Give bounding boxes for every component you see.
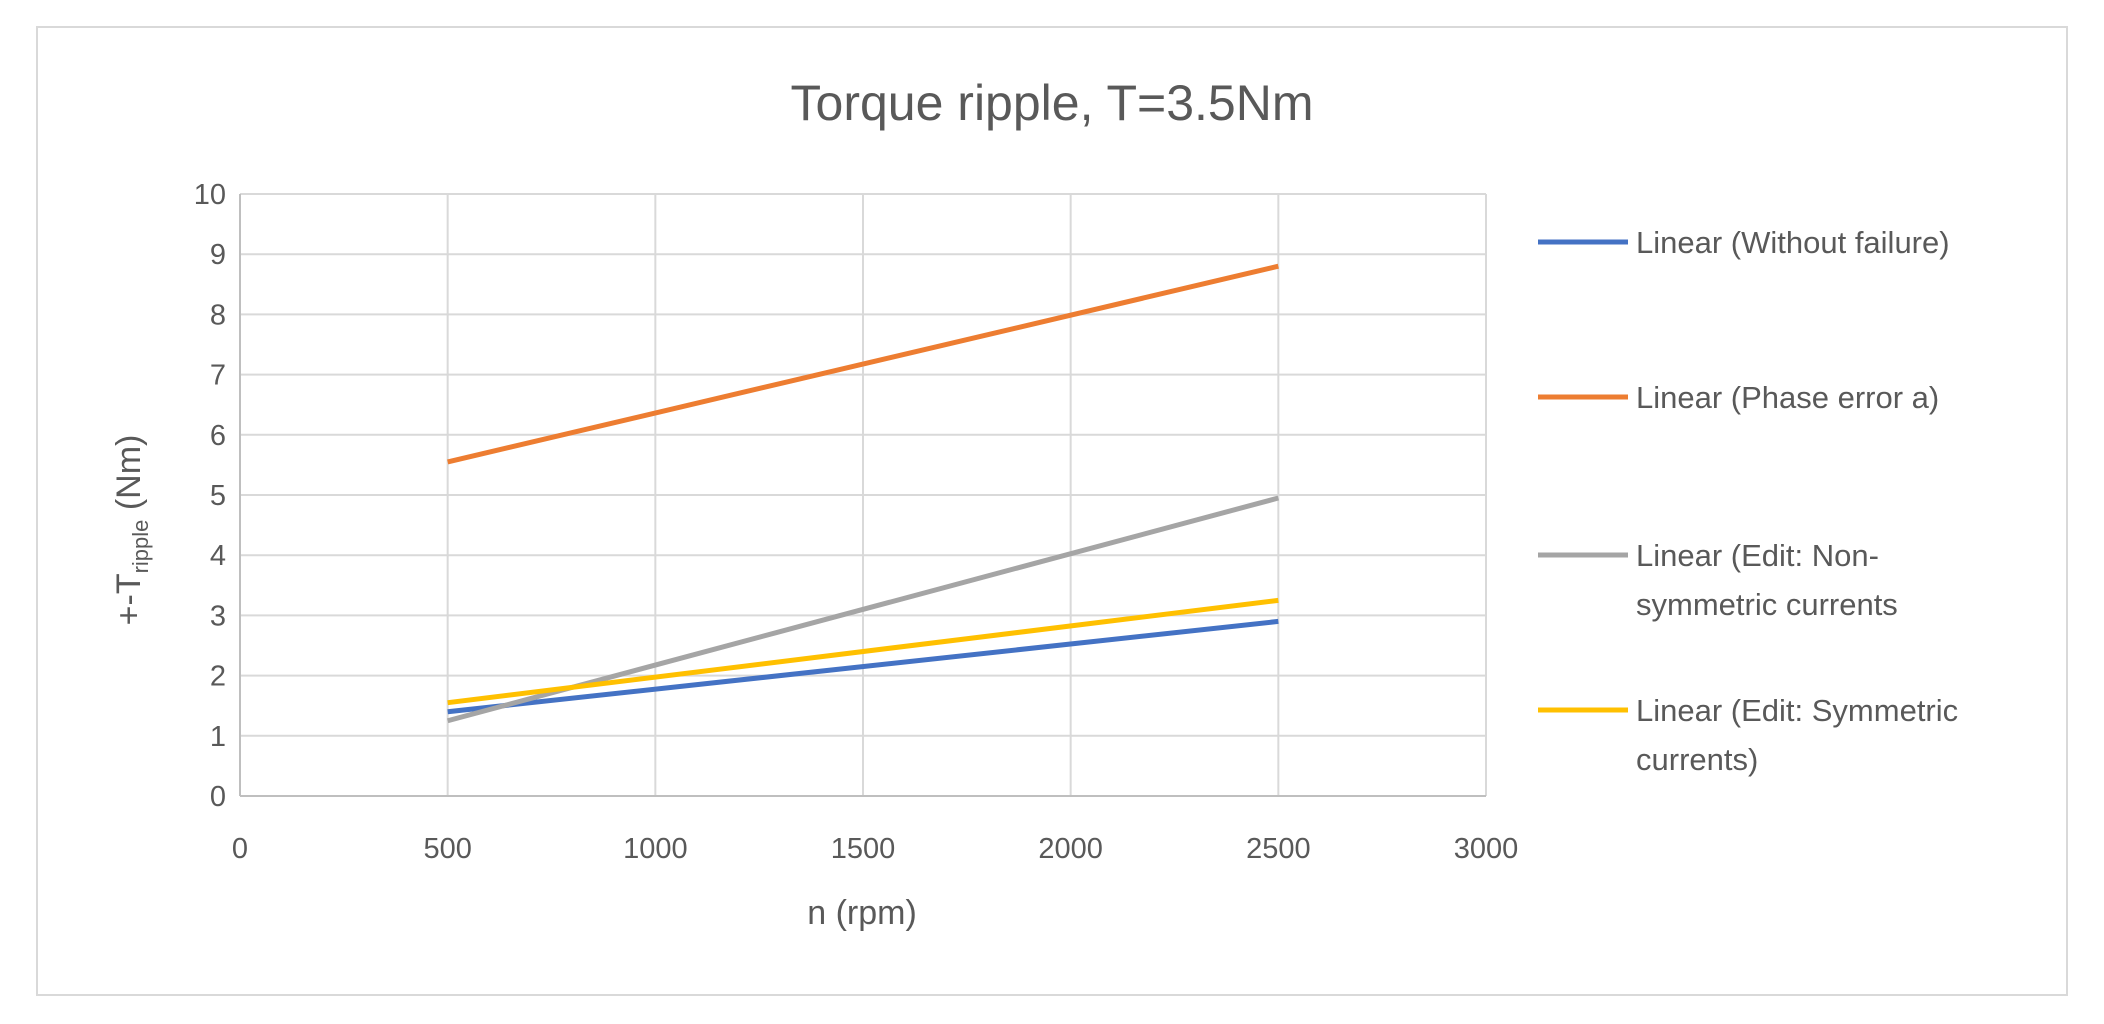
series-line [447, 618, 1279, 715]
y-tick-labels: 0 1 2 3 4 5 6 7 8 9 10 [194, 179, 226, 813]
y-axis-title-subscript: ripple [128, 520, 153, 574]
x-tick-labels: 0 500 1000 1500 2000 2500 3000 [232, 833, 1518, 865]
x-tick-label: 1000 [623, 833, 688, 865]
x-tick-label: 2000 [1038, 833, 1103, 865]
y-axis-title: +-Tripple (Nm) [110, 435, 153, 626]
y-tick-label: 0 [210, 781, 226, 813]
x-tick-label: 2500 [1246, 833, 1311, 865]
y-tick-label: 7 [210, 360, 226, 392]
y-tick-label: 10 [194, 179, 226, 211]
x-tick-label: 3000 [1454, 833, 1519, 865]
legend-label: Linear (Edit: Non- [1636, 538, 1879, 573]
y-tick-label: 4 [210, 540, 226, 572]
series-line [447, 597, 1279, 706]
y-axis-title-main: +-T [110, 573, 148, 625]
legend-label: currents) [1636, 742, 1758, 777]
legend-label: symmetric currents [1636, 587, 1898, 622]
y-tick-label: 2 [210, 661, 226, 693]
legend-label: Linear (Phase error a) [1636, 380, 1939, 415]
axes [239, 194, 1486, 797]
chart-title: Torque ripple, T=3.5Nm [791, 75, 1314, 131]
chart-area [36, 26, 2068, 996]
x-axis-title: n (rpm) [807, 894, 917, 932]
x-tick-label: 1500 [831, 833, 896, 865]
legend: Linear (Without failure) Linear (Phase er… [1538, 225, 1958, 777]
x-tick-label: 0 [232, 833, 248, 865]
legend-label: Linear (Edit: Symmetric [1636, 693, 1958, 728]
y-tick-label: 9 [210, 239, 226, 271]
y-axis-title-unit: (Nm) [110, 435, 148, 520]
y-tick-label: 3 [210, 600, 226, 632]
gridlines [240, 193, 1487, 796]
y-tick-label: 1 [210, 721, 226, 753]
legend-label: Linear (Without failure) [1636, 225, 1950, 260]
series-line [447, 263, 1279, 465]
x-tick-label: 500 [423, 833, 471, 865]
series-lines [447, 263, 1279, 724]
y-tick-label: 8 [210, 299, 226, 331]
y-tick-label: 5 [210, 480, 226, 512]
y-tick-label: 6 [210, 420, 226, 452]
